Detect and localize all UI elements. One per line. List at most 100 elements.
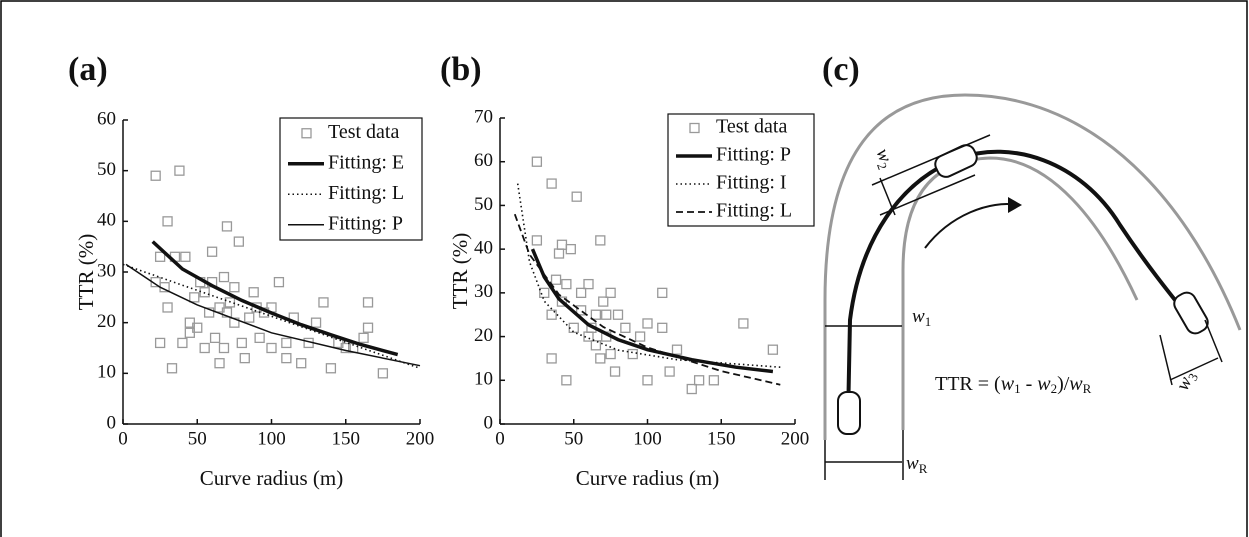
data-point — [595, 353, 606, 364]
legend-label: Fitting: P — [328, 212, 403, 234]
w3-label: w3 — [1172, 368, 1201, 395]
data-point — [273, 276, 285, 288]
data-point — [218, 271, 230, 283]
data-point — [154, 337, 166, 349]
data-point — [657, 287, 668, 299]
wr-label: wR — [906, 453, 928, 476]
fit-line — [125, 263, 421, 367]
y-tick-label: 50 — [474, 194, 493, 215]
data-point — [296, 358, 307, 369]
x-tick-label: 0 — [118, 428, 128, 449]
data-point — [546, 178, 557, 189]
data-point — [571, 191, 582, 202]
legend-label: Fitting: I — [716, 172, 787, 194]
x-axis-label: Curve radius (m) — [200, 466, 343, 490]
car — [1173, 291, 1209, 335]
data-point — [244, 312, 255, 323]
legend-label: Test data — [716, 116, 787, 138]
data-point — [575, 287, 587, 299]
y-tick-label: 40 — [474, 238, 493, 259]
y-axis-label: TTR (%) — [74, 234, 98, 310]
data-point — [177, 337, 188, 349]
data-point — [318, 297, 329, 308]
data-point — [671, 344, 683, 355]
y-tick-label: 30 — [474, 281, 493, 302]
legend-label: Fitting: L — [716, 200, 792, 222]
data-point — [556, 296, 568, 307]
data-point — [377, 368, 389, 379]
data-point — [738, 318, 749, 329]
direction-arrow — [924, 203, 1019, 249]
data-point — [693, 375, 705, 386]
y-tick-label: 20 — [97, 311, 116, 332]
data-point — [209, 332, 221, 344]
data-point — [546, 353, 557, 364]
data-point — [686, 383, 697, 395]
data-point — [184, 327, 195, 338]
data-point — [218, 342, 230, 354]
fit-line — [516, 183, 781, 368]
outer-edge — [823, 93, 1242, 440]
data-point — [150, 170, 161, 181]
data-point — [281, 352, 292, 364]
data-point — [254, 332, 265, 344]
data-point — [221, 221, 233, 232]
y-tick-label: 40 — [97, 210, 116, 231]
data-point — [325, 363, 337, 374]
data-point — [174, 165, 185, 176]
data-point — [362, 297, 374, 308]
data-point — [767, 344, 779, 355]
x-tick-label: 50 — [564, 428, 583, 449]
arrow-head — [1008, 197, 1022, 213]
data-point — [166, 363, 178, 374]
fit-line — [530, 248, 774, 374]
data-point — [203, 307, 215, 318]
x-tick-label: 0 — [495, 428, 505, 449]
y-tick-label: 70 — [474, 106, 493, 127]
data-point — [162, 216, 173, 227]
data-point — [575, 305, 587, 316]
trajectory — [846, 149, 1197, 421]
data-point — [150, 276, 161, 288]
y-tick-label: 60 — [474, 150, 493, 171]
y-tick-label: 20 — [474, 325, 493, 346]
x-tick-label: 100 — [257, 428, 286, 449]
legend-label: Fitting: E — [328, 151, 404, 173]
data-point — [605, 348, 616, 360]
dimension-line — [879, 177, 896, 216]
road-diagram — [823, 93, 1242, 480]
data-point — [214, 358, 225, 369]
data-point — [248, 287, 259, 298]
fit-line — [151, 240, 399, 357]
car — [837, 391, 861, 435]
data-point — [609, 366, 621, 377]
data-point — [546, 309, 557, 320]
y-tick-label: 10 — [97, 362, 116, 383]
data-point — [612, 309, 624, 320]
data-point — [657, 322, 668, 333]
data-point — [189, 292, 200, 303]
y-tick-label: 10 — [474, 369, 493, 390]
extension-line — [1204, 319, 1223, 363]
data-point — [553, 248, 565, 259]
fit-line — [513, 213, 781, 386]
panel-label: (a) — [68, 51, 108, 88]
data-point — [358, 332, 369, 344]
data-point — [221, 307, 233, 318]
data-point — [590, 309, 602, 320]
data-point — [561, 278, 572, 290]
data-point — [561, 375, 572, 386]
data-point — [199, 342, 210, 354]
data-point — [281, 337, 292, 349]
car — [934, 144, 978, 178]
data-point — [531, 235, 543, 246]
data-point — [590, 340, 602, 351]
formula: TTR = (w1 - w2)/wR — [935, 373, 1092, 396]
data-point — [340, 342, 351, 354]
w1-label: w1 — [912, 306, 931, 329]
y-tick-label: 50 — [97, 159, 116, 180]
data-point — [310, 317, 322, 328]
x-tick-label: 150 — [332, 428, 361, 449]
